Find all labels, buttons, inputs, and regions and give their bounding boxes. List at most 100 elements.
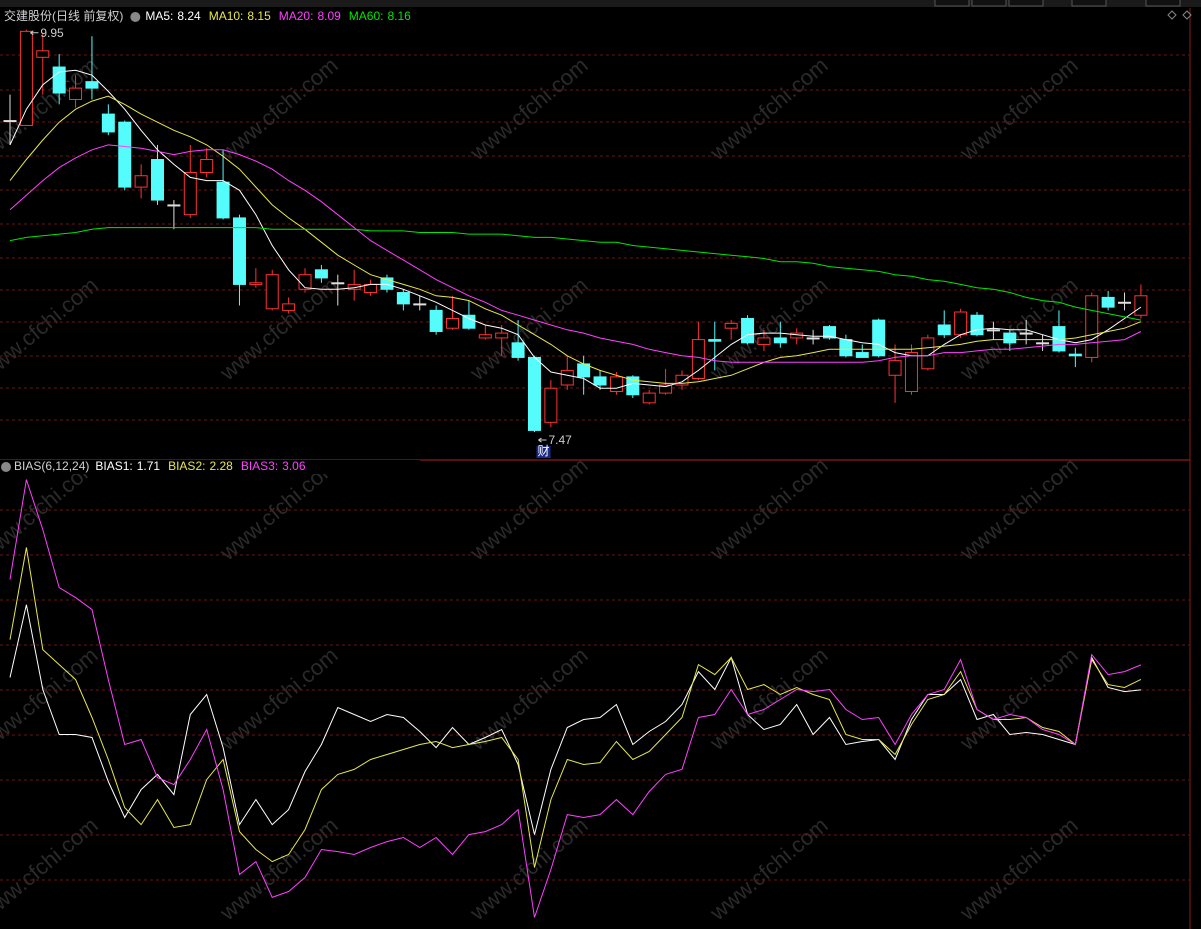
candle-body (724, 322, 738, 329)
panel-title: BIAS(6,12,24) (14, 459, 89, 473)
legend-value: 3.06 (282, 459, 306, 473)
icon[interactable] (1167, 10, 1177, 20)
candle-body (19, 30, 33, 126)
header-bg (0, 460, 420, 474)
candle-body (642, 392, 656, 404)
candle-body (806, 337, 820, 340)
candle-body (609, 376, 623, 392)
candle-body (134, 175, 148, 188)
candle-body (937, 324, 951, 336)
legend-name: MA20: (279, 9, 314, 23)
candle-body (429, 309, 443, 332)
line-series (9, 479, 1142, 918)
annotation-arrow (30, 30, 39, 36)
candle-body (265, 274, 279, 310)
candle-body (757, 337, 771, 345)
title-icon[interactable] (130, 12, 141, 22)
line-series (9, 95, 1142, 384)
candle-body (659, 384, 673, 394)
headers: 交建股份(日线 前复权) MA5: 8.24 MA10: 8.15 MA20: 8.09 MA… (0, 8, 572, 474)
candle-body (741, 317, 755, 344)
candle-body (560, 369, 574, 386)
candle-body (446, 317, 460, 329)
candle-body (1118, 301, 1132, 304)
candle-body (872, 319, 886, 357)
toolbar-button[interactable] (1071, 0, 1107, 7)
toolbar-button[interactable] (934, 0, 970, 7)
candle-body (970, 314, 984, 336)
marker-bg (536, 446, 551, 459)
candle-body (773, 337, 787, 344)
legend-value: 1.71 (137, 459, 161, 473)
candle-body (216, 181, 230, 219)
legend-value: 8.16 (387, 9, 411, 23)
line-series (9, 227, 1141, 321)
candle-body (1101, 296, 1115, 308)
legend-value: 8.15 (247, 9, 271, 23)
candle-body (1003, 332, 1017, 344)
toolbar (0, 0, 1201, 7)
candle-body (282, 303, 296, 311)
candle-body (183, 171, 197, 216)
candle-body (823, 326, 836, 339)
low-label: 7.47 (548, 433, 572, 447)
candle-body (921, 337, 935, 370)
candle-body (200, 159, 214, 173)
candle-body (478, 334, 492, 339)
candle-body (675, 374, 689, 386)
candle-body (85, 81, 99, 89)
candle-body (314, 269, 328, 279)
candle-body (69, 87, 83, 100)
candle-body (3, 120, 17, 123)
line-series (9, 604, 1141, 835)
candle-body (511, 342, 525, 358)
candle-body (1019, 332, 1033, 335)
panel-title: 交建股份(日线 前复权) (4, 8, 123, 23)
legend-value: 8.09 (317, 9, 341, 23)
legend-name: BIAS2: (168, 459, 205, 473)
candle-body (249, 282, 263, 285)
candle-body (986, 329, 1000, 332)
candle-body (462, 314, 476, 329)
candle-body (101, 113, 115, 133)
candle-body (626, 376, 640, 396)
candle-body (495, 332, 509, 339)
title-icon (1, 462, 11, 472)
candle-body (1068, 353, 1082, 357)
candle-body (118, 121, 132, 188)
candle-body (593, 376, 607, 386)
candle-body (232, 217, 246, 285)
candle-body (708, 339, 722, 342)
line-series (9, 547, 1142, 868)
candle-body (1085, 295, 1099, 358)
legend-name: MA5: (145, 9, 173, 23)
toolbar-button[interactable] (1008, 0, 1044, 7)
candle-body (544, 387, 558, 423)
plot (3, 29, 1148, 918)
candle-body (52, 66, 66, 94)
legend-value: 2.28 (209, 459, 233, 473)
icon[interactable] (1182, 10, 1192, 20)
marker: 财 (537, 444, 549, 458)
legend-name: MA10: (209, 9, 244, 23)
legend-name: MA60: (349, 9, 384, 23)
candle-body (36, 50, 50, 58)
candle-body (904, 352, 918, 392)
candle-body (151, 159, 165, 201)
legend-name: BIAS3: (241, 459, 278, 473)
high-label: 9.95 (40, 26, 64, 40)
header-bg (0, 10, 420, 24)
candle-body (298, 274, 312, 290)
candle-body (888, 360, 902, 376)
candle-body (331, 282, 345, 285)
candle-body (1036, 342, 1050, 345)
candle-body (527, 356, 541, 431)
toolbar-button[interactable] (1145, 0, 1181, 7)
candle-body (413, 303, 427, 306)
legend-name: BIAS1: (95, 459, 132, 473)
candle-body (396, 292, 410, 305)
line-series (9, 69, 1142, 389)
toolbar-button[interactable] (971, 0, 1007, 7)
candle-body (380, 277, 394, 290)
